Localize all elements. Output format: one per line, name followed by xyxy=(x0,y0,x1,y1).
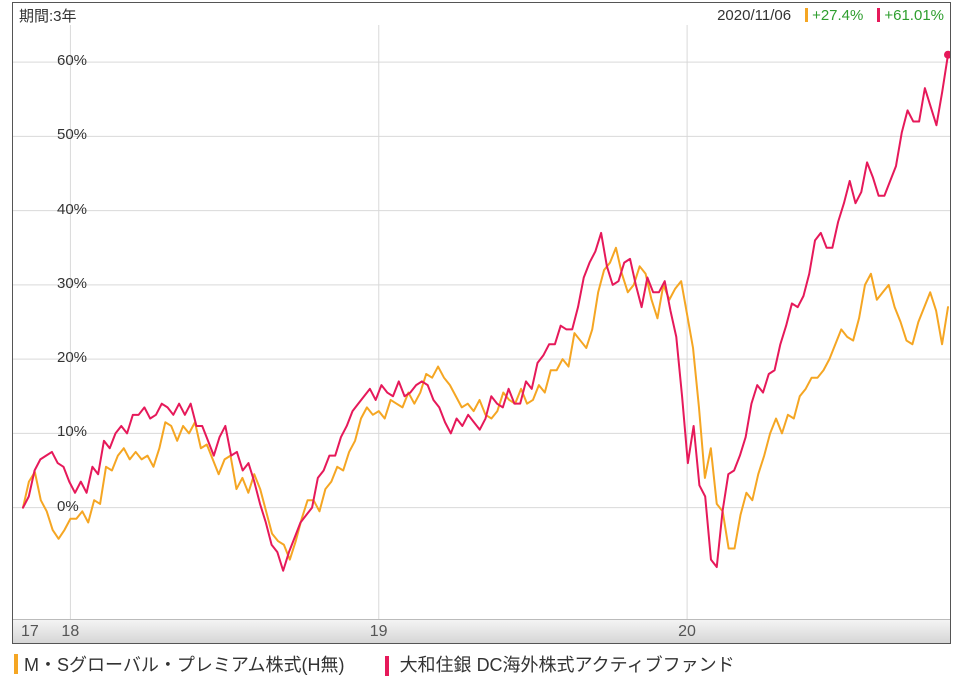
x-year-label: 19 xyxy=(370,623,388,641)
bottom-legend: M・Sグローバル・プレミアム株式(H無) 大和住銀 DC海外株式アクティブファン… xyxy=(14,651,735,677)
x-axis-bar: 17 18 19 20 xyxy=(13,619,950,643)
header-value-red: +61.01% xyxy=(884,7,944,24)
y-tick-label: 40% xyxy=(57,201,87,218)
legend-label-red: 大和住銀 DC海外株式アクティブファンド xyxy=(400,655,735,675)
period-prefix: 期間: xyxy=(19,8,53,25)
y-tick-label: 30% xyxy=(57,275,87,292)
header-value-orange: +27.4% xyxy=(812,7,863,24)
plot-area: 0% 10% 20% 30% 40% 50% 60% xyxy=(13,25,950,619)
legend-item-2: 大和住銀 DC海外株式アクティブファンド xyxy=(385,651,735,677)
chart-frame: 期間:3年 2020/11/06 +27.4% +61.01% 0% 10% 20%… xyxy=(12,2,951,644)
chart-container: 期間:3年 2020/11/06 +27.4% +61.01% 0% 10% 20%… xyxy=(0,0,963,683)
y-tick-label: 60% xyxy=(57,52,87,69)
x-year-label: 20 xyxy=(678,623,696,641)
y-tick-label: 0% xyxy=(57,498,79,515)
header-swatch-red xyxy=(877,8,880,22)
plot-svg xyxy=(13,25,950,619)
legend-swatch-red xyxy=(385,656,389,676)
header-swatch-orange xyxy=(805,8,808,22)
chart-header: 期間:3年 2020/11/06 +27.4% +61.01% xyxy=(13,3,950,25)
x-year-label: 18 xyxy=(61,623,79,641)
y-tick-label: 10% xyxy=(57,423,87,440)
legend-label-orange: M・Sグローバル・プレミアム株式(H無) xyxy=(24,651,345,677)
y-tick-label: 50% xyxy=(57,126,87,143)
header-date: 2020/11/06 xyxy=(717,7,791,24)
y-tick-label: 20% xyxy=(57,349,87,366)
x-year-label: 17 xyxy=(21,623,39,641)
period-value: 3年 xyxy=(53,8,76,25)
period-label: 期間:3年 xyxy=(19,5,77,26)
legend-swatch-orange xyxy=(14,654,18,674)
